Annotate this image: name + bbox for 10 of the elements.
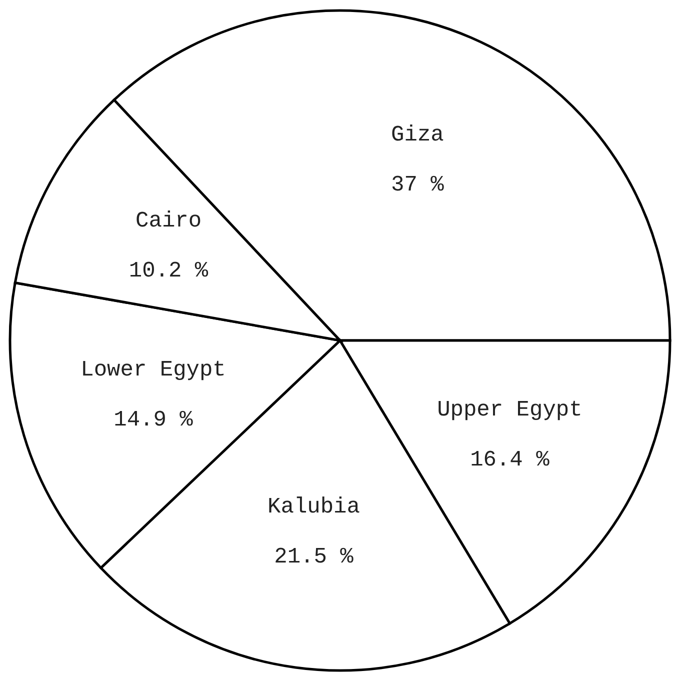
data-label: 10.2 % [128, 258, 209, 284]
data-label: 16.4 % [470, 448, 550, 473]
data-label: 14.9 % [114, 408, 194, 433]
slice-label: Kalubia [268, 494, 360, 520]
data-label: 37 % [391, 172, 445, 198]
slice-label: Cairo [136, 208, 202, 234]
slice-label: Giza [391, 122, 444, 148]
slice-label: Upper Egypt [437, 398, 582, 423]
data-label: 21.5 % [274, 544, 354, 570]
slice-label: Lower Egypt [80, 358, 226, 383]
